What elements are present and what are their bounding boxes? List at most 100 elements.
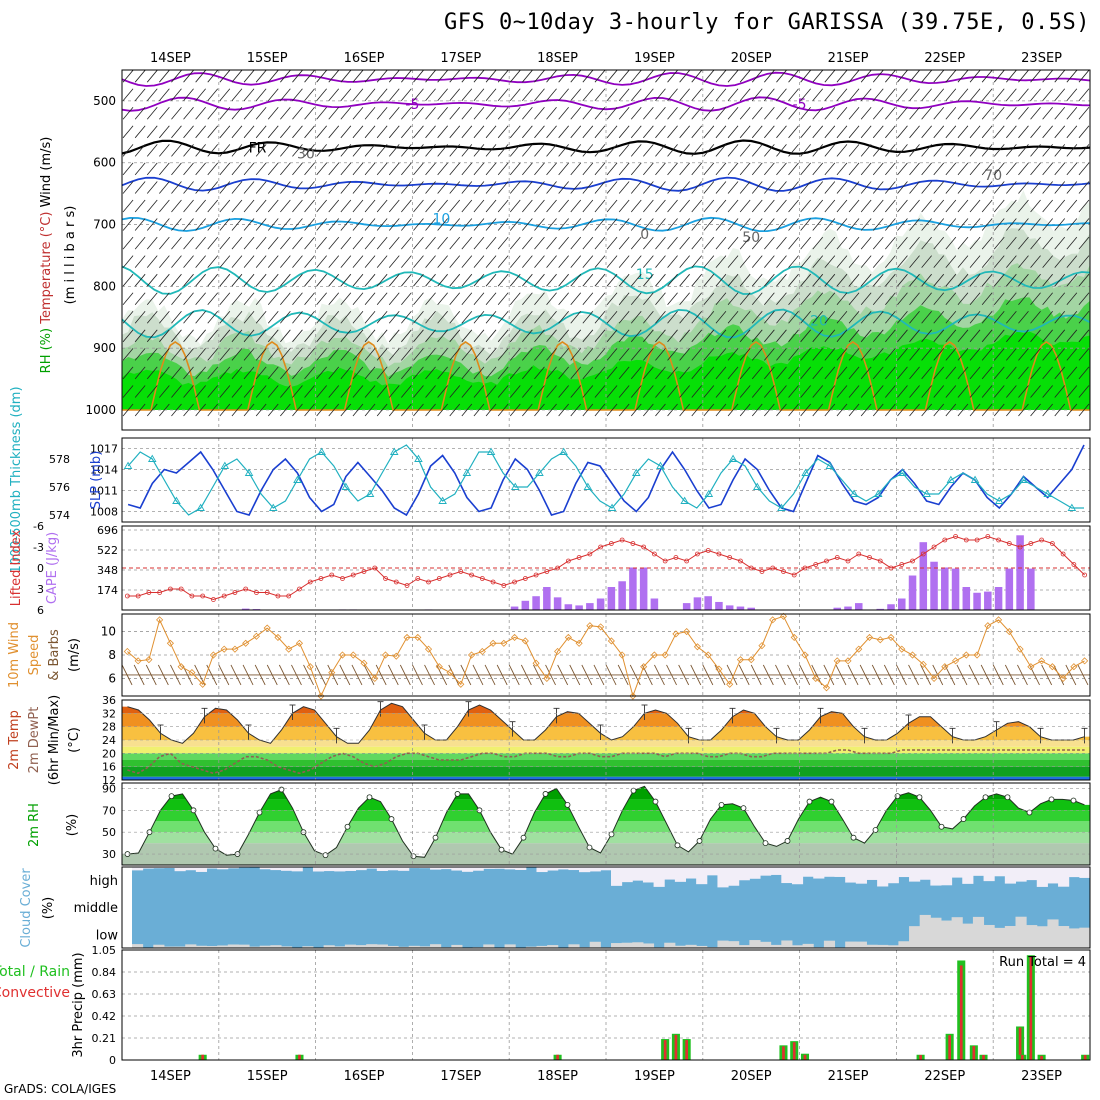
wind-barb (945, 125, 957, 139)
thickness-point (414, 454, 423, 462)
wind-barb (921, 311, 932, 324)
cape-bar (854, 603, 863, 610)
wind-barb (280, 162, 291, 176)
date-label-top: 16SEP (344, 51, 385, 66)
wind-barb (497, 366, 509, 380)
wind-barb (800, 181, 811, 194)
wind-barb (957, 329, 969, 343)
rh-ylabel: 2m RH (27, 803, 42, 847)
wind-barb (860, 162, 872, 176)
wind-barb (183, 255, 194, 268)
wind-barb (969, 218, 981, 231)
cape-bar (962, 587, 971, 610)
wind-barb (630, 181, 642, 194)
wind-barb (388, 273, 400, 287)
wind-barb (897, 292, 908, 305)
wind-barb (449, 329, 461, 343)
precip-convective-bar (982, 1055, 985, 1060)
thickness-point (535, 468, 544, 476)
wind-barb (304, 236, 315, 250)
wind-speed-point (758, 642, 766, 650)
wind-barb (219, 348, 231, 361)
wind-barb (376, 125, 388, 139)
wind-barb (1030, 162, 1041, 176)
wind-barb (292, 292, 303, 305)
wind-barb (776, 273, 787, 287)
wind-barb (267, 125, 279, 139)
cape-bar (941, 567, 949, 610)
wind-barb (945, 69, 957, 83)
wind-barb (497, 403, 509, 417)
wind-barb (715, 366, 727, 380)
wind-barb (1054, 236, 1066, 250)
date-label-bottom: 23SEP (1021, 1069, 1062, 1084)
precip-convective-bar (298, 1054, 301, 1060)
wind-barb (812, 329, 824, 343)
wind-barb (764, 125, 775, 139)
wind-speed-point (597, 623, 605, 631)
wind-barb (727, 273, 739, 287)
wind-barb (376, 385, 388, 398)
cloud-low-bar (238, 944, 250, 948)
wind-barb (280, 107, 291, 120)
wind-barb (1018, 125, 1029, 139)
wind-speed-point (919, 660, 927, 668)
wind-barb (643, 199, 654, 213)
rh-point (278, 786, 285, 793)
wind-barb (159, 403, 170, 417)
wind-barb (872, 107, 884, 120)
wind-barb (800, 403, 811, 417)
wind-barb (751, 366, 763, 380)
wind-barb (727, 385, 739, 398)
wind-barb (836, 366, 848, 380)
wind-barb (473, 292, 485, 305)
cape-bar (618, 581, 626, 610)
wind-barb (485, 69, 497, 83)
wind-barb (1042, 311, 1053, 324)
lifted-index-point (824, 558, 829, 564)
wind-barb (280, 311, 291, 324)
wind-barb (146, 273, 158, 287)
wind-barb (534, 107, 545, 120)
wind-barb (667, 162, 678, 176)
wind-barb (630, 218, 642, 231)
wind-barb (969, 69, 981, 83)
wind-barb (582, 273, 594, 287)
wind-barb (558, 311, 569, 324)
precip-convective-bar (1040, 1055, 1043, 1060)
cloud-low-bar (855, 941, 867, 948)
wind-barb (473, 88, 485, 101)
wind-barb (945, 273, 957, 287)
wind-barb (364, 218, 376, 231)
cloud-low-bar (1036, 926, 1048, 948)
wind-barb (981, 125, 993, 139)
wind-barb (449, 292, 461, 305)
precip-tick-label: 0.21 (92, 1032, 117, 1045)
wind-barb (280, 218, 291, 231)
wind-barb (1066, 236, 1078, 250)
wind-barb (872, 311, 884, 324)
wind-barb (594, 69, 606, 83)
lifted-index-point (963, 537, 969, 543)
cloud-high-bar (217, 867, 229, 870)
cape-bar (564, 604, 573, 610)
wind-barb (667, 199, 678, 213)
wind-barb (1042, 107, 1053, 120)
lifted-index-point (727, 555, 733, 560)
wind-barb (715, 385, 727, 398)
wind-barb (703, 107, 715, 120)
wind-barb (981, 181, 993, 194)
wind-barb (473, 403, 485, 417)
wind-barb (993, 292, 1005, 305)
wind-barb (812, 218, 824, 231)
wind-barb (727, 181, 739, 194)
wind-barb (691, 107, 703, 120)
thickness-ylabel: 1000-500mb Thickness (dm) (9, 386, 24, 573)
wind-barb (522, 348, 533, 361)
wind-barb (945, 218, 957, 231)
wind-barb (171, 366, 182, 380)
wind-barb (522, 329, 533, 343)
wind-barb (352, 107, 364, 120)
wind-barb (643, 385, 654, 398)
wind-barb (1030, 366, 1041, 380)
